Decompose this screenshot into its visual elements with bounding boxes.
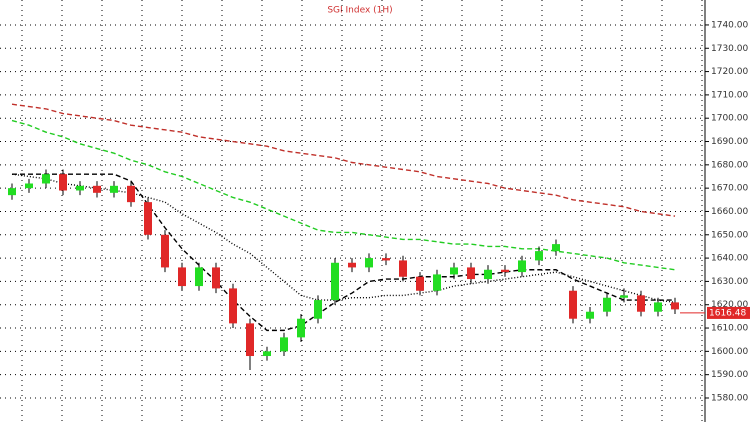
candle-body: [93, 185, 101, 193]
y-tick-label: 1710.00: [711, 90, 748, 100]
candle-body: [654, 302, 662, 312]
candle-body: [25, 183, 33, 189]
candle-body: [76, 185, 84, 191]
candle-body: [416, 276, 424, 291]
candle-body: [637, 295, 645, 312]
y-tick-label: 1700.00: [711, 114, 748, 124]
candle-body: [433, 274, 441, 291]
candle-body: [671, 302, 679, 310]
candle-body: [586, 311, 594, 319]
last-price-box: [707, 306, 750, 319]
candle-body: [280, 337, 288, 352]
candle-body: [178, 267, 186, 287]
candle-body: [161, 234, 169, 268]
candle-body: [297, 318, 305, 338]
candle-body: [229, 288, 237, 324]
candle-body: [569, 290, 577, 319]
candle-body: [467, 267, 475, 280]
candle-body: [552, 244, 560, 252]
y-tick-label: 1640.00: [711, 254, 748, 264]
y-tick-label: 1730.00: [711, 44, 748, 54]
candle-body: [620, 295, 628, 298]
y-tick-label: 1720.00: [711, 67, 748, 77]
candle-body: [484, 269, 492, 280]
candle-body: [365, 258, 373, 268]
candle-body: [263, 351, 271, 357]
moving-average-line: [11, 103, 676, 217]
candle-body: [59, 174, 67, 191]
y-tick-label: 1650.00: [711, 230, 748, 240]
candle-body: [8, 188, 16, 196]
candle-body: [331, 262, 339, 301]
candle-body: [535, 251, 543, 261]
candle-body: [127, 185, 135, 203]
y-tick-label: 1590.00: [711, 370, 748, 380]
y-tick-label: 1610.00: [711, 324, 748, 334]
candle-body: [399, 260, 407, 277]
candle-body: [518, 260, 526, 273]
candle-body: [42, 174, 50, 184]
candle-body: [501, 269, 509, 273]
candle-body: [110, 185, 118, 193]
y-tick-label: 1580.00: [711, 393, 748, 403]
candle-body: [603, 297, 611, 312]
y-tick-label: 1660.00: [711, 207, 748, 217]
candle-body: [144, 202, 152, 235]
moving-average-line: [12, 173, 675, 332]
y-tick-label: 1690.00: [711, 137, 748, 147]
candle-body: [450, 267, 458, 275]
y-tick-label: 1600.00: [711, 347, 748, 357]
candle-body: [314, 300, 322, 319]
y-tick-label: 1670.00: [711, 184, 748, 194]
candle-body: [212, 267, 220, 289]
last-price-label: 1616.48: [709, 308, 746, 318]
candle-body: [195, 267, 203, 287]
candle-body: [348, 262, 356, 268]
moving-average-line: [11, 119, 676, 271]
y-tick-label: 1740.00: [711, 20, 748, 30]
y-tick-label: 1630.00: [711, 277, 748, 287]
candle-body: [246, 323, 254, 357]
y-tick-label: 1680.00: [711, 160, 748, 170]
y-tick-label: 1620.00: [711, 300, 748, 310]
candle-body: [382, 258, 390, 261]
chart-title: SGI Index (1H): [327, 6, 392, 16]
